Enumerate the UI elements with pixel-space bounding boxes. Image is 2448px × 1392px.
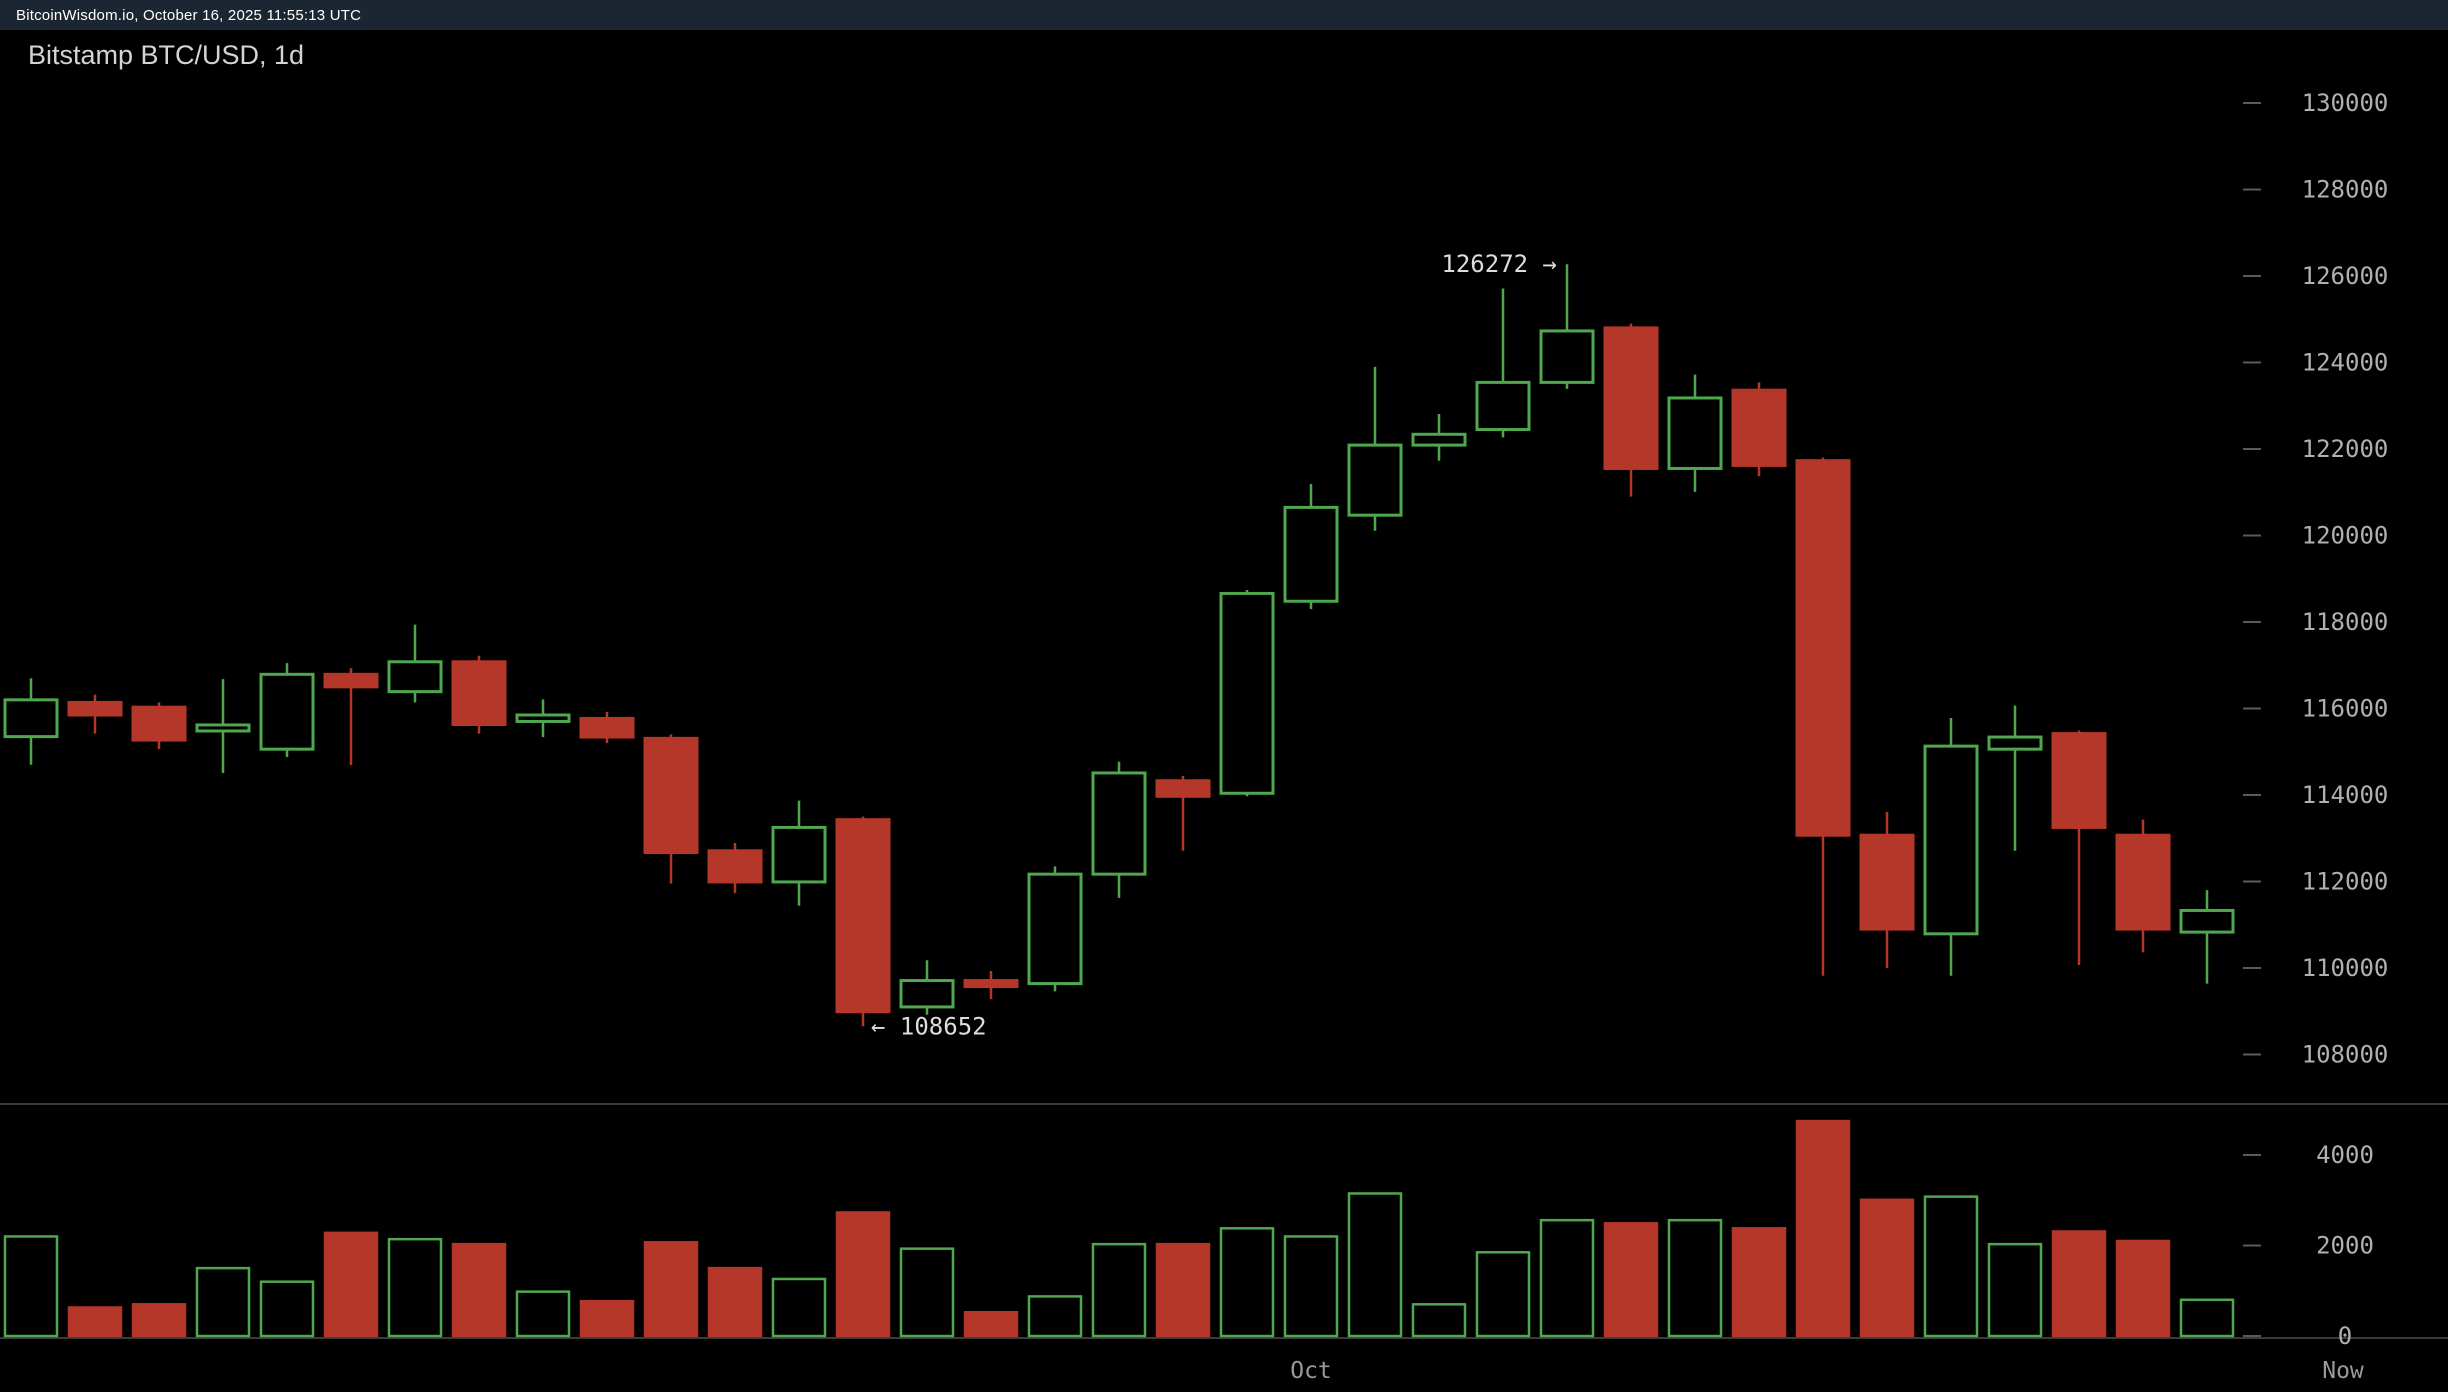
volume-bar xyxy=(835,1211,891,1338)
candle-body xyxy=(67,700,123,717)
volume-bar xyxy=(579,1299,635,1338)
candle-body xyxy=(259,672,315,751)
price-axis-label: 116000 xyxy=(2302,695,2389,723)
volume-bar xyxy=(1731,1227,1787,1338)
candle-body xyxy=(1795,459,1851,837)
price-axis-label: 128000 xyxy=(2302,176,2389,204)
volume-bar xyxy=(1923,1195,1979,1338)
candle-body xyxy=(387,660,443,694)
candle-body xyxy=(1731,388,1787,467)
volume-bar xyxy=(1347,1192,1403,1338)
volume-bar xyxy=(387,1237,443,1338)
volume-bar xyxy=(1411,1303,1467,1338)
volume-bar xyxy=(1283,1235,1339,1338)
candle-body xyxy=(643,736,699,855)
volume-bar xyxy=(1155,1242,1211,1338)
price-axis-label: 126000 xyxy=(2302,262,2389,290)
candle-body xyxy=(963,979,1019,989)
candle-body xyxy=(323,672,379,689)
volume-bar xyxy=(1987,1242,2043,1338)
candle-body xyxy=(1539,329,1595,384)
volume-bar xyxy=(1475,1251,1531,1338)
candle-body xyxy=(1603,326,1659,470)
candle-body xyxy=(1667,396,1723,470)
candle-body xyxy=(1987,735,2043,751)
volume-bar xyxy=(963,1310,1019,1338)
volume-bar xyxy=(2115,1239,2171,1338)
volume-bar xyxy=(451,1242,507,1338)
volume-bar xyxy=(515,1290,571,1338)
volume-axis-label: 4000 xyxy=(2316,1141,2374,1169)
volume-bar xyxy=(2179,1298,2235,1338)
candle-body xyxy=(195,723,251,733)
high-price-annotation: 126272 → xyxy=(1441,250,1557,278)
candle-body xyxy=(515,713,571,723)
price-axis-label: 112000 xyxy=(2302,868,2389,896)
candle-body xyxy=(1411,432,1467,447)
price-axis-label: 124000 xyxy=(2302,349,2389,377)
volume-bar xyxy=(643,1241,699,1338)
candle-body xyxy=(899,979,955,1009)
candle-body xyxy=(707,849,763,884)
price-axis-label: 114000 xyxy=(2302,781,2389,809)
volume-bar xyxy=(1091,1242,1147,1338)
candle-body xyxy=(579,716,635,739)
candle-body xyxy=(1027,872,1083,986)
candle-body xyxy=(2115,833,2171,931)
time-axis-label-oct: Oct xyxy=(1290,1358,1332,1384)
price-axis-label: 110000 xyxy=(2302,954,2389,982)
volume-bar xyxy=(1603,1222,1659,1338)
topbar-status-text: BitcoinWisdom.io, October 16, 2025 11:55… xyxy=(16,6,362,24)
volume-bar xyxy=(3,1235,59,1338)
chart-area: 130000 128000 126000 124000 122000 120000 1180… xyxy=(0,30,2448,1392)
candle-body xyxy=(1347,443,1403,517)
candlestick-chart[interactable]: 130000 128000 126000 124000 122000 120000 1180… xyxy=(0,30,2448,1392)
volume-bar xyxy=(2051,1230,2107,1338)
price-axis-label: 130000 xyxy=(2302,89,2389,117)
volume-bar xyxy=(195,1266,251,1338)
candle-body xyxy=(131,705,187,742)
candle-body xyxy=(1923,744,1979,936)
candle-body xyxy=(2051,732,2107,829)
volume-bar xyxy=(707,1266,763,1338)
volume-bar xyxy=(259,1280,315,1338)
volume-bar xyxy=(1539,1218,1595,1338)
volume-bar xyxy=(67,1306,123,1338)
candle-body xyxy=(1859,833,1915,931)
candle-body xyxy=(1219,591,1275,795)
chart-title: Bitstamp BTC/USD, 1d xyxy=(28,40,305,70)
candle-body xyxy=(3,698,59,739)
candle-body xyxy=(1475,380,1531,432)
volume-bar xyxy=(1795,1119,1851,1338)
candle-body xyxy=(835,818,891,1014)
volume-bar xyxy=(1859,1198,1915,1338)
price-axis-label: 118000 xyxy=(2302,608,2389,636)
low-price-annotation: ← 108652 xyxy=(871,1012,987,1040)
volume-bar xyxy=(1219,1227,1275,1338)
volume-bar xyxy=(771,1277,827,1338)
candle-body xyxy=(771,825,827,884)
topbar: BitcoinWisdom.io, October 16, 2025 11:55… xyxy=(0,0,2448,30)
price-axis-label: 122000 xyxy=(2302,435,2389,463)
volume-bar xyxy=(1667,1218,1723,1338)
price-axis-label: 120000 xyxy=(2302,522,2389,550)
candle-body xyxy=(1091,771,1147,876)
candle-body xyxy=(2179,908,2235,934)
candle-body xyxy=(1155,779,1211,798)
time-axis-label-now: Now xyxy=(2322,1358,2364,1384)
volume-bar xyxy=(899,1247,955,1338)
volume-bar xyxy=(323,1231,379,1338)
volume-bar xyxy=(1027,1295,1083,1338)
volume-bar xyxy=(131,1303,187,1338)
volume-axis-label: 0 xyxy=(2338,1322,2352,1350)
price-axis-label: 108000 xyxy=(2302,1041,2389,1069)
candle-body xyxy=(451,660,507,727)
volume-axis-label: 2000 xyxy=(2316,1232,2374,1260)
candle-body xyxy=(1283,505,1339,603)
